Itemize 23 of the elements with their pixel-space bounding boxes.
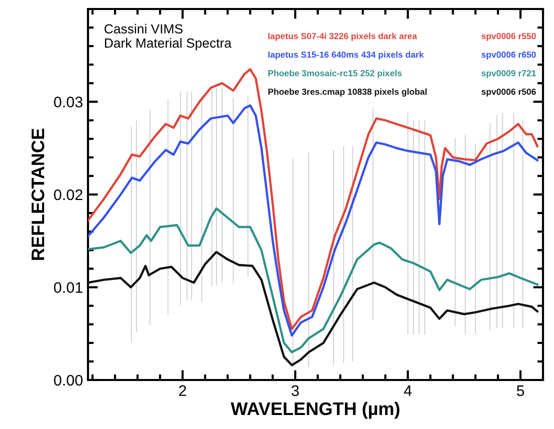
y-tick-label: 0.01 bbox=[54, 282, 82, 293]
line-series bbox=[88, 68, 538, 330]
annotation: spv0009 r721 bbox=[482, 70, 536, 78]
y-tick-label: 0.00 bbox=[54, 374, 83, 386]
line-series bbox=[88, 104, 538, 337]
text: Phoebe 3mosaic-rc15 252 pixels bbox=[268, 70, 402, 78]
text: Iapetus S15-16 640ms 434 pixels dark bbox=[268, 51, 424, 60]
y-tick-label: 0.02 bbox=[54, 189, 82, 200]
x-tick-label: 2 bbox=[179, 385, 186, 396]
text: Cassini VIMS Dark Material Spectra bbox=[104, 24, 232, 50]
line-series bbox=[88, 207, 538, 354]
text: Phoebe 3res.cmap 10838 pixels global bbox=[268, 88, 427, 97]
line-series bbox=[88, 250, 538, 366]
x-axis-title: WAVELENGTH (µm) bbox=[230, 402, 400, 419]
y-axis-title: REFLECTANCE bbox=[31, 128, 44, 260]
annotation: spv0006 r650 bbox=[482, 52, 536, 60]
x-tick-label: 3 bbox=[292, 385, 299, 396]
x-tick-label: 4 bbox=[404, 385, 412, 396]
annotation: spv0006 r550 bbox=[482, 32, 536, 41]
annotation: spv0006 r506 bbox=[482, 88, 536, 97]
text: Iapetus S07-4i 3226 pixels dark area bbox=[268, 32, 418, 41]
x-tick-label: 5 bbox=[516, 385, 524, 396]
y-tick-label: 0.03 bbox=[54, 96, 82, 108]
